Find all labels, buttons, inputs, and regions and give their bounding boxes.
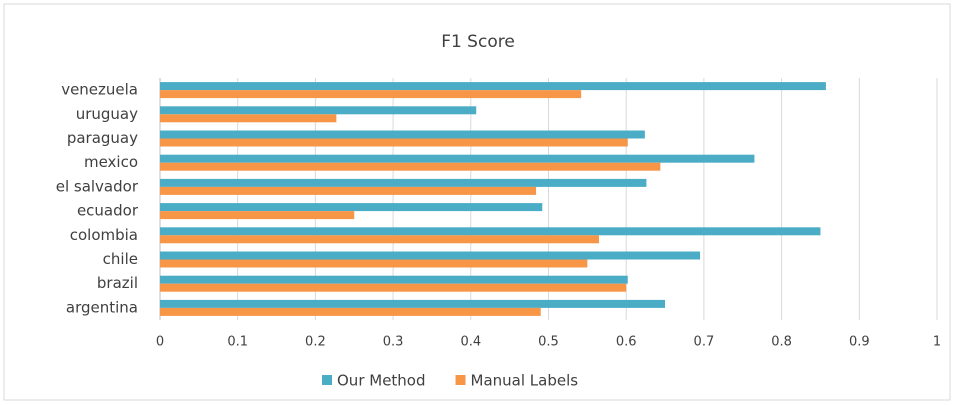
bar: [160, 106, 477, 115]
bar: [160, 235, 600, 244]
y-tick-label: paraguay: [67, 129, 138, 147]
legend-label: Our Method: [337, 372, 426, 390]
bar: [160, 138, 628, 147]
chart-border: [3, 3, 951, 401]
x-tick-label: 0.4: [460, 335, 481, 350]
bar: [160, 154, 755, 163]
bar: [160, 162, 661, 171]
legend-swatch: [455, 375, 466, 385]
y-tick-label: venezuela: [61, 81, 138, 99]
x-tick-label: 0.2: [305, 335, 326, 350]
bar: [160, 283, 627, 292]
y-tick-label: brazil: [97, 274, 138, 292]
chart-title: F1 Score: [441, 32, 515, 52]
x-tick-label: 0.6: [616, 335, 637, 350]
bar: [160, 211, 355, 220]
y-tick-label: mexico: [84, 153, 138, 171]
y-tick-label: argentina: [66, 298, 138, 316]
legend-label: Manual Labels: [471, 372, 579, 390]
x-tick-label: 0.1: [227, 335, 248, 350]
y-tick-label: colombia: [70, 226, 138, 244]
bar: [160, 178, 647, 187]
bar: [160, 186, 537, 195]
bar: [160, 251, 701, 260]
x-tick-label: 0: [156, 335, 164, 350]
x-tick-label: 0.5: [538, 335, 559, 350]
x-tick-label: 0.9: [849, 335, 870, 350]
bar: [160, 307, 541, 316]
bar: [160, 114, 337, 123]
x-tick-label: 0.7: [694, 335, 715, 350]
bar: [160, 130, 645, 139]
legend-swatch: [322, 375, 332, 385]
y-tick-label: chile: [103, 250, 138, 268]
bar: [160, 299, 666, 308]
y-tick-label: ecuador: [77, 202, 139, 220]
bar: [160, 82, 826, 91]
x-tick-label: 1: [933, 335, 941, 350]
bar: [160, 90, 582, 99]
bar: [160, 203, 543, 212]
bar: [160, 275, 628, 284]
y-tick-label: uruguay: [76, 105, 138, 123]
y-tick-label: el salvador: [56, 177, 139, 195]
bar: [160, 259, 588, 268]
x-tick-label: 0.8: [771, 335, 792, 350]
bar: [160, 227, 821, 236]
x-tick-label: 0.3: [383, 335, 404, 350]
